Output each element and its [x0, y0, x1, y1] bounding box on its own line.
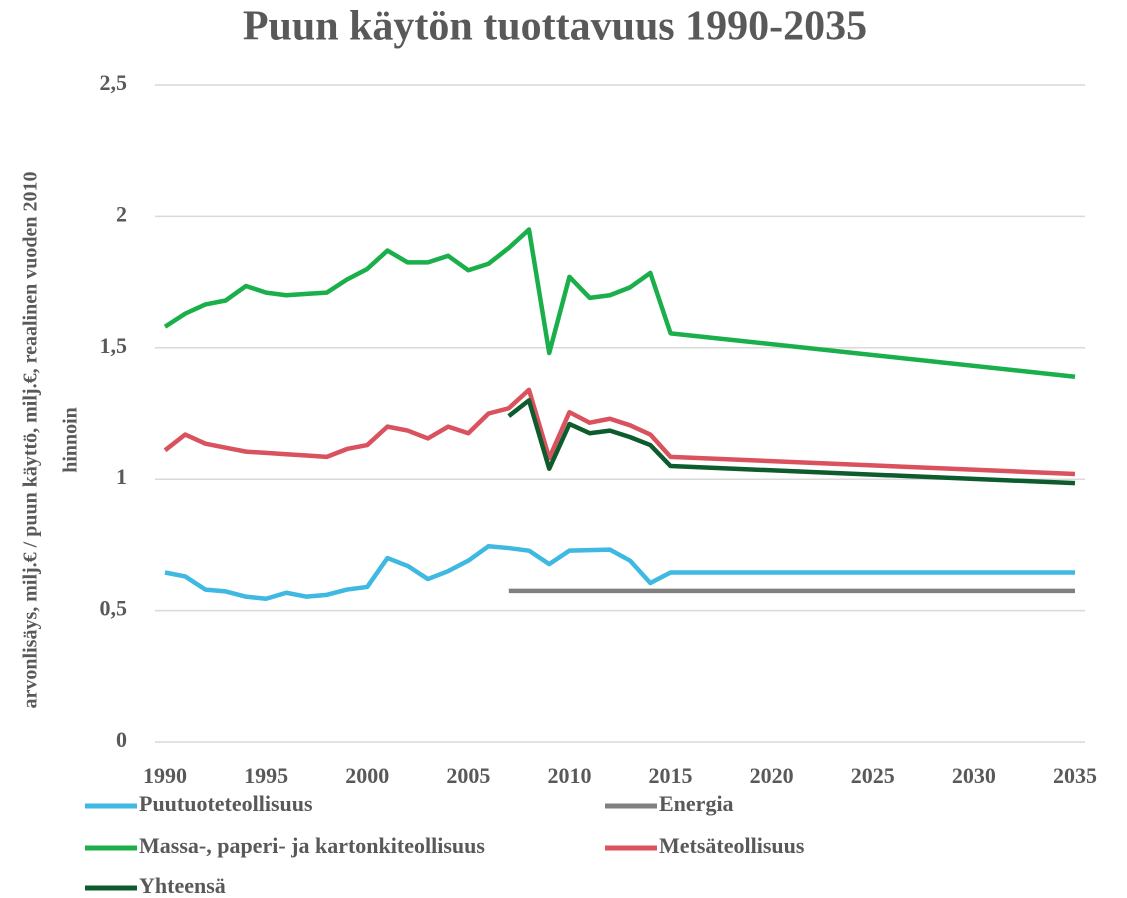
legend-label: Yhteensä — [139, 873, 226, 898]
series-line — [164, 543, 1075, 602]
y-tick-label: 2 — [116, 201, 127, 226]
x-tick-label: 2010 — [547, 763, 591, 788]
x-tick-label: 2020 — [750, 763, 794, 788]
y-axis-label: arvonlisäys, milj.€ / puun käyttö, milj.… — [20, 172, 42, 709]
x-tick-label: 1995 — [244, 763, 288, 788]
y-tick-label: 1 — [116, 464, 127, 489]
legend-label: Metsäteollisuus — [659, 833, 805, 858]
legend-label: Energia — [659, 791, 734, 816]
x-tick-label: 2025 — [851, 763, 895, 788]
series-line — [507, 398, 1076, 486]
y-tick-label: 0 — [116, 727, 127, 752]
x-tick-label: 2030 — [952, 763, 996, 788]
x-tick-label: 1990 — [143, 763, 187, 788]
legend-label: Massa-, paperi- ja kartonkiteollisuus — [139, 833, 485, 858]
x-tick-label: 2015 — [649, 763, 693, 788]
legend-label: Puutuoteteollisuus — [139, 791, 313, 816]
y-tick-label: 0,5 — [100, 596, 128, 621]
chart-title: Puun käytön tuottavuus 1990-2035 — [243, 4, 867, 50]
x-tick-label: 2005 — [446, 763, 490, 788]
x-tick-label: 2000 — [345, 763, 389, 788]
y-tick-label: 2,5 — [100, 70, 128, 95]
x-tick-label: 2035 — [1053, 763, 1097, 788]
y-tick-label: 1,5 — [100, 333, 128, 358]
y-axis-label: hinnoin — [60, 407, 82, 473]
series-line — [163, 227, 1076, 379]
series-line — [163, 387, 1076, 477]
